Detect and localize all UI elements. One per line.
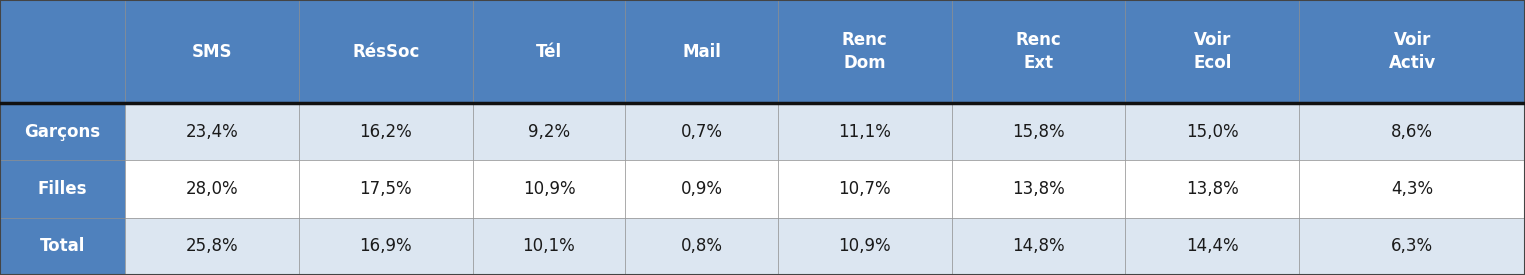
Bar (625, 218, 778, 275)
Text: 10,9%: 10,9% (523, 180, 575, 198)
Text: 23,4%: 23,4% (186, 123, 238, 141)
Text: 14,8%: 14,8% (1013, 237, 1064, 255)
Text: 14,4%: 14,4% (1186, 237, 1238, 255)
Bar (1299, 218, 1525, 275)
Text: 15,8%: 15,8% (1013, 123, 1064, 141)
Text: Tél: Tél (535, 43, 563, 60)
Text: 0,9%: 0,9% (680, 180, 723, 198)
Bar (125, 0, 299, 103)
Text: SMS: SMS (192, 43, 232, 60)
Text: Garçons: Garçons (24, 123, 101, 141)
Text: Total: Total (40, 237, 85, 255)
Bar (1299, 160, 1525, 218)
Bar (952, 0, 1125, 103)
Bar (0, 0, 125, 103)
Bar (778, 0, 952, 103)
Text: Renc
Dom: Renc Dom (842, 31, 888, 72)
Bar (952, 103, 1125, 160)
Bar (778, 160, 952, 218)
Text: 25,8%: 25,8% (186, 237, 238, 255)
Text: 4,3%: 4,3% (1391, 180, 1433, 198)
Bar (0, 160, 125, 218)
Bar (125, 218, 299, 275)
Bar (299, 103, 473, 160)
Text: 10,9%: 10,9% (839, 237, 891, 255)
Text: 16,2%: 16,2% (360, 123, 412, 141)
Bar (125, 160, 299, 218)
Bar (952, 160, 1125, 218)
Bar (625, 103, 778, 160)
Bar (0, 218, 125, 275)
Text: 13,8%: 13,8% (1013, 180, 1064, 198)
Bar (625, 0, 778, 103)
Bar (125, 103, 299, 160)
Text: RésSoc: RésSoc (352, 43, 419, 60)
Bar (952, 218, 1125, 275)
Bar (1299, 0, 1525, 103)
Bar (778, 218, 952, 275)
Text: 10,1%: 10,1% (523, 237, 575, 255)
Bar (299, 218, 473, 275)
Bar (473, 218, 625, 275)
Bar (473, 160, 625, 218)
Bar (1125, 218, 1299, 275)
Bar (473, 103, 625, 160)
Text: 6,3%: 6,3% (1391, 237, 1433, 255)
Text: 0,8%: 0,8% (680, 237, 723, 255)
Text: 9,2%: 9,2% (528, 123, 570, 141)
Bar (1125, 160, 1299, 218)
Text: 0,7%: 0,7% (680, 123, 723, 141)
Text: 11,1%: 11,1% (839, 123, 891, 141)
Bar (473, 0, 625, 103)
Text: 10,7%: 10,7% (839, 180, 891, 198)
Text: 17,5%: 17,5% (360, 180, 412, 198)
Bar (778, 103, 952, 160)
Bar (0, 103, 125, 160)
Text: 15,0%: 15,0% (1186, 123, 1238, 141)
Text: Renc
Ext: Renc Ext (1016, 31, 1061, 72)
Bar (299, 0, 473, 103)
Text: Voir
Ecol: Voir Ecol (1193, 31, 1232, 72)
Text: Filles: Filles (38, 180, 87, 198)
Bar (1125, 0, 1299, 103)
Text: 28,0%: 28,0% (186, 180, 238, 198)
Text: Mail: Mail (682, 43, 721, 60)
Text: Voir
Activ: Voir Activ (1389, 31, 1435, 72)
Text: 13,8%: 13,8% (1186, 180, 1238, 198)
Bar (625, 160, 778, 218)
Bar (1299, 103, 1525, 160)
Bar (1125, 103, 1299, 160)
Bar (299, 160, 473, 218)
Text: 8,6%: 8,6% (1391, 123, 1433, 141)
Text: 16,9%: 16,9% (360, 237, 412, 255)
